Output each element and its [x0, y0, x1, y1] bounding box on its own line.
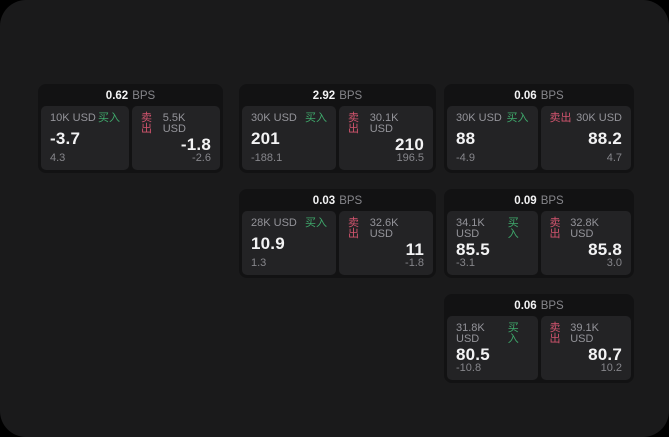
- sell-side-label: 卖出: [549, 112, 572, 124]
- sell-quote-panel[interactable]: 卖出 32.8K USD 85.8 3.0: [540, 211, 631, 275]
- buy-change: -188.1: [251, 152, 283, 164]
- buy-quote-panel[interactable]: 30K USD 买入 88 -4.9: [447, 106, 538, 170]
- bps-unit-label: BPS: [540, 89, 564, 102]
- bps-value: 0.06: [514, 299, 537, 312]
- bps-value: 0.03: [312, 194, 336, 207]
- bps-header: 0.03 BPS: [242, 192, 433, 211]
- sell-change: 10.2: [600, 362, 622, 374]
- sell-change: 4.7: [606, 152, 622, 164]
- quote-card: 0.06 BPS 31.8K USD 买入 80.5 -10.8 卖出 39.1…: [444, 294, 634, 383]
- bps-unit-label: BPS: [339, 89, 363, 102]
- bps-header: 0.09 BPS: [447, 192, 631, 211]
- sell-price: 80.7: [588, 344, 622, 364]
- buy-change: -4.9: [456, 152, 475, 164]
- buy-side-label: 买入: [305, 112, 327, 124]
- buy-notional: 10K USD: [50, 112, 96, 124]
- sell-side-label: 卖出: [348, 217, 359, 240]
- sell-side-label: 卖出: [549, 217, 561, 240]
- buy-side-label: 买入: [507, 217, 519, 240]
- bps-header: 0.62 BPS: [41, 87, 220, 106]
- sell-price: -1.8: [180, 134, 211, 154]
- buy-price: -3.7: [50, 129, 81, 148]
- quote-card: 2.92 BPS 30K USD 买入 201 -188.1 卖出 30.1K …: [239, 84, 436, 173]
- buy-side-label: 买入: [98, 112, 120, 124]
- buy-notional: 31.8K USD: [456, 322, 485, 345]
- sell-side-label: 卖出: [348, 112, 359, 135]
- sell-notional: 32.6K USD: [369, 217, 399, 240]
- buy-quote-panel[interactable]: 10K USD 买入 -3.7 4.3: [41, 106, 129, 170]
- sell-notional: 5.5K USD: [162, 112, 186, 135]
- bps-unit-label: BPS: [540, 194, 564, 207]
- sell-price: 88.2: [588, 129, 622, 148]
- buy-price: 201: [251, 129, 280, 148]
- sell-side-label: 卖出: [549, 322, 561, 345]
- quote-card: 0.06 BPS 30K USD 买入 88 -4.9 卖出 30K USD 8…: [444, 84, 634, 173]
- bps-header: 2.92 BPS: [242, 87, 433, 106]
- sell-notional: 30.1K USD: [369, 112, 399, 135]
- bps-header: 0.06 BPS: [447, 87, 631, 106]
- buy-quote-panel[interactable]: 31.8K USD 买入 80.5 -10.8: [447, 316, 538, 380]
- sell-notional: 39.1K USD: [570, 322, 599, 345]
- buy-side-label: 买入: [506, 112, 529, 124]
- sell-notional: 30K USD: [576, 112, 622, 124]
- quote-card: 0.62 BPS 10K USD 买入 -3.7 4.3 卖出 5.5K USD…: [38, 84, 223, 173]
- buy-change: 1.3: [251, 257, 267, 269]
- sell-quote-panel[interactable]: 卖出 30.1K USD 210 196.5: [339, 106, 433, 170]
- bps-value: 0.09: [514, 194, 537, 207]
- buy-change: 4.3: [50, 152, 66, 164]
- buy-change: -10.8: [456, 362, 482, 374]
- buy-price: 88: [456, 129, 476, 148]
- sell-change: -2.6: [192, 152, 211, 164]
- quote-card: 0.03 BPS 28K USD 买入 10.9 1.3 卖出 32.6K US…: [239, 189, 436, 278]
- buy-notional: 30K USD: [251, 112, 297, 124]
- bps-unit-label: BPS: [132, 89, 156, 102]
- buy-quote-panel[interactable]: 34.1K USD 买入 85.5 -3.1: [447, 211, 538, 275]
- sell-quote-panel[interactable]: 卖出 30K USD 88.2 4.7: [540, 106, 631, 170]
- bps-value: 2.92: [312, 89, 336, 102]
- sell-price: 85.8: [588, 239, 622, 259]
- sell-price: 11: [405, 239, 424, 259]
- buy-price: 80.5: [456, 344, 490, 364]
- buy-side-label: 买入: [305, 217, 327, 229]
- sell-change: 3.0: [606, 257, 622, 269]
- buy-change: -3.1: [456, 257, 475, 269]
- quote-card: 0.09 BPS 34.1K USD 买入 85.5 -3.1 卖出 32.8K…: [444, 189, 634, 278]
- sell-side-label: 卖出: [141, 112, 152, 135]
- buy-notional: 30K USD: [456, 112, 502, 124]
- buy-quote-panel[interactable]: 28K USD 买入 10.9 1.3: [242, 211, 336, 275]
- buy-price: 85.5: [456, 239, 490, 259]
- sell-quote-panel[interactable]: 卖出 5.5K USD -1.8 -2.6: [132, 106, 220, 170]
- bps-header: 0.06 BPS: [447, 297, 631, 316]
- bps-unit-label: BPS: [540, 299, 564, 312]
- buy-side-label: 买入: [507, 322, 519, 345]
- sell-change: 196.5: [396, 152, 424, 164]
- buy-notional: 34.1K USD: [456, 217, 485, 240]
- sell-quote-panel[interactable]: 卖出 39.1K USD 80.7 10.2: [540, 316, 631, 380]
- bps-unit-label: BPS: [339, 194, 363, 207]
- bps-value: 0.62: [105, 89, 129, 102]
- sell-price: 210: [395, 134, 424, 154]
- sell-quote-panel[interactable]: 卖出 32.6K USD 11 -1.8: [339, 211, 433, 275]
- sell-notional: 32.8K USD: [570, 217, 599, 240]
- sell-change: -1.8: [405, 257, 424, 269]
- bps-value: 0.06: [514, 89, 537, 102]
- buy-price: 10.9: [251, 234, 285, 253]
- buy-quote-panel[interactable]: 30K USD 买入 201 -188.1: [242, 106, 336, 170]
- buy-notional: 28K USD: [251, 217, 297, 229]
